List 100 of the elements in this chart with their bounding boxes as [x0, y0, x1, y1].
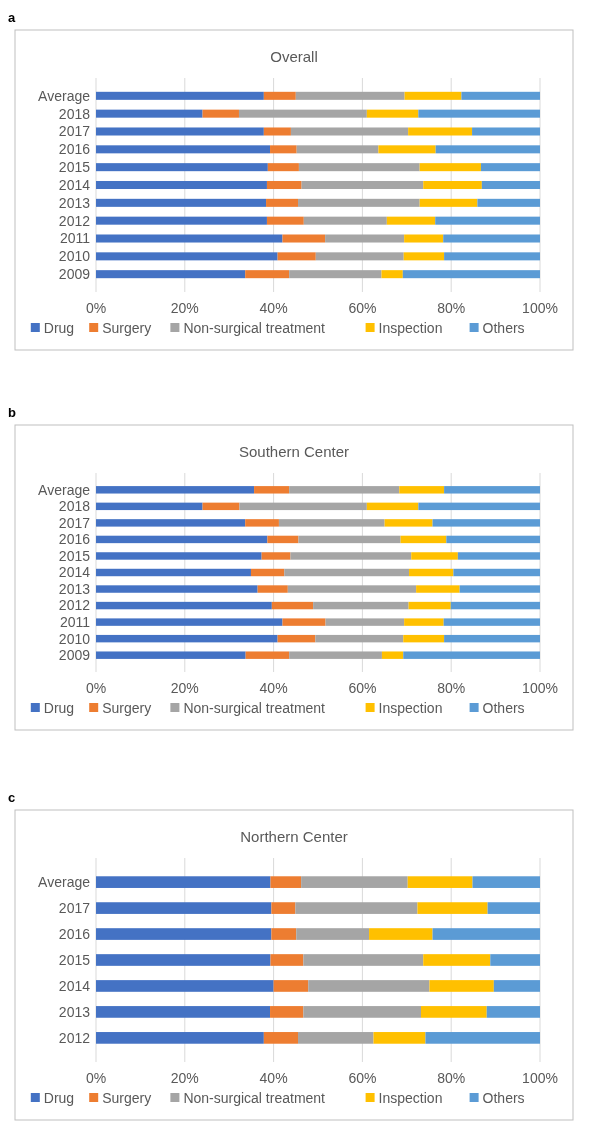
bar [444, 486, 540, 494]
bar [423, 180, 482, 190]
bar [267, 535, 299, 544]
bar [303, 1006, 422, 1018]
bar [96, 601, 272, 610]
bar [271, 902, 296, 914]
y-tick-label: 2017 [58, 899, 91, 916]
y-tick-label: 2015 [58, 547, 91, 564]
legend-label: Others [482, 699, 525, 716]
x-tick-label: 40% [259, 299, 288, 316]
bar [443, 618, 540, 626]
bar [419, 198, 478, 207]
bar [96, 634, 278, 643]
bar [96, 954, 271, 966]
legend-label: Others [482, 1089, 525, 1106]
y-tick-label: 2015 [58, 951, 91, 968]
y-tick-label: 2014 [58, 564, 91, 581]
bar [378, 145, 436, 154]
bar [432, 928, 540, 940]
bar [325, 618, 405, 626]
legend-label: Inspection [378, 319, 443, 336]
x-tick-label: 20% [170, 299, 199, 316]
legend-label: Inspection [378, 1089, 443, 1106]
bar [381, 270, 403, 279]
legend-label: Surgery [102, 699, 152, 716]
legend-label: Inspection [378, 699, 443, 716]
legend-label: Non-surgical treatment [183, 1089, 326, 1106]
bar [282, 234, 326, 243]
bar [453, 568, 540, 577]
bar [404, 91, 462, 100]
bar [403, 634, 445, 643]
x-tick-label: 80% [437, 679, 466, 696]
y-tick-label: Average [38, 874, 91, 891]
bar [298, 1032, 374, 1044]
y-tick-label: Average [38, 481, 91, 498]
bar [296, 145, 379, 154]
bar [254, 486, 290, 494]
legend-label: Others [482, 319, 525, 336]
bar [477, 198, 540, 207]
bar [202, 109, 239, 118]
y-tick-label: 2015 [58, 159, 91, 176]
bar [96, 928, 272, 940]
bar [284, 568, 410, 577]
y-tick-label: 2011 [59, 230, 91, 247]
bar [96, 902, 272, 914]
x-tick-label: 20% [170, 1069, 199, 1086]
y-tick-label: 2009 [58, 647, 91, 664]
bar [296, 928, 370, 940]
y-tick-label: 2014 [58, 176, 91, 193]
chart-title: Northern Center [240, 828, 348, 845]
y-tick-label: 2010 [58, 630, 91, 647]
bar [416, 585, 460, 593]
bar [404, 234, 444, 243]
bar [411, 552, 458, 560]
legend-label: Non-surgical treatment [183, 699, 326, 716]
bar [96, 180, 267, 190]
bar [450, 601, 540, 610]
bar [278, 519, 385, 527]
bar [315, 634, 404, 643]
bar [432, 519, 540, 527]
x-tick-label: 60% [348, 299, 377, 316]
bar [96, 535, 268, 544]
y-tick-label: 2013 [58, 1003, 91, 1020]
y-tick-label: 2009 [58, 266, 91, 283]
text: c [8, 790, 16, 805]
bar [369, 928, 433, 940]
bar [96, 519, 246, 527]
bar [308, 980, 430, 992]
bar [381, 651, 404, 659]
bar [250, 568, 285, 577]
bar [472, 876, 540, 888]
y-tick-label: 2018 [58, 498, 91, 515]
y-tick-label: 2012 [58, 597, 91, 614]
bar [96, 127, 264, 136]
bar [96, 876, 271, 888]
bar [96, 234, 283, 243]
bar [404, 618, 444, 626]
legend-label: Drug [43, 319, 75, 336]
y-tick-label: 2017 [58, 514, 91, 531]
bar [419, 163, 481, 172]
bar [301, 876, 408, 888]
bar [421, 1006, 487, 1018]
bar [408, 127, 473, 136]
bar [402, 270, 540, 279]
x-tick-label: 100% [522, 299, 558, 316]
bar [290, 552, 412, 560]
bar [459, 585, 540, 593]
bar [418, 502, 540, 511]
bar [408, 601, 451, 610]
bar [295, 91, 405, 100]
bar [403, 651, 540, 659]
bar [261, 552, 291, 560]
bar [444, 252, 540, 261]
bar [289, 270, 382, 279]
bar [435, 216, 540, 225]
y-tick-label: 2013 [58, 580, 91, 597]
bar [486, 1006, 540, 1018]
y-tick-label: 2016 [58, 925, 91, 942]
bar [96, 91, 264, 100]
bar [96, 585, 258, 593]
